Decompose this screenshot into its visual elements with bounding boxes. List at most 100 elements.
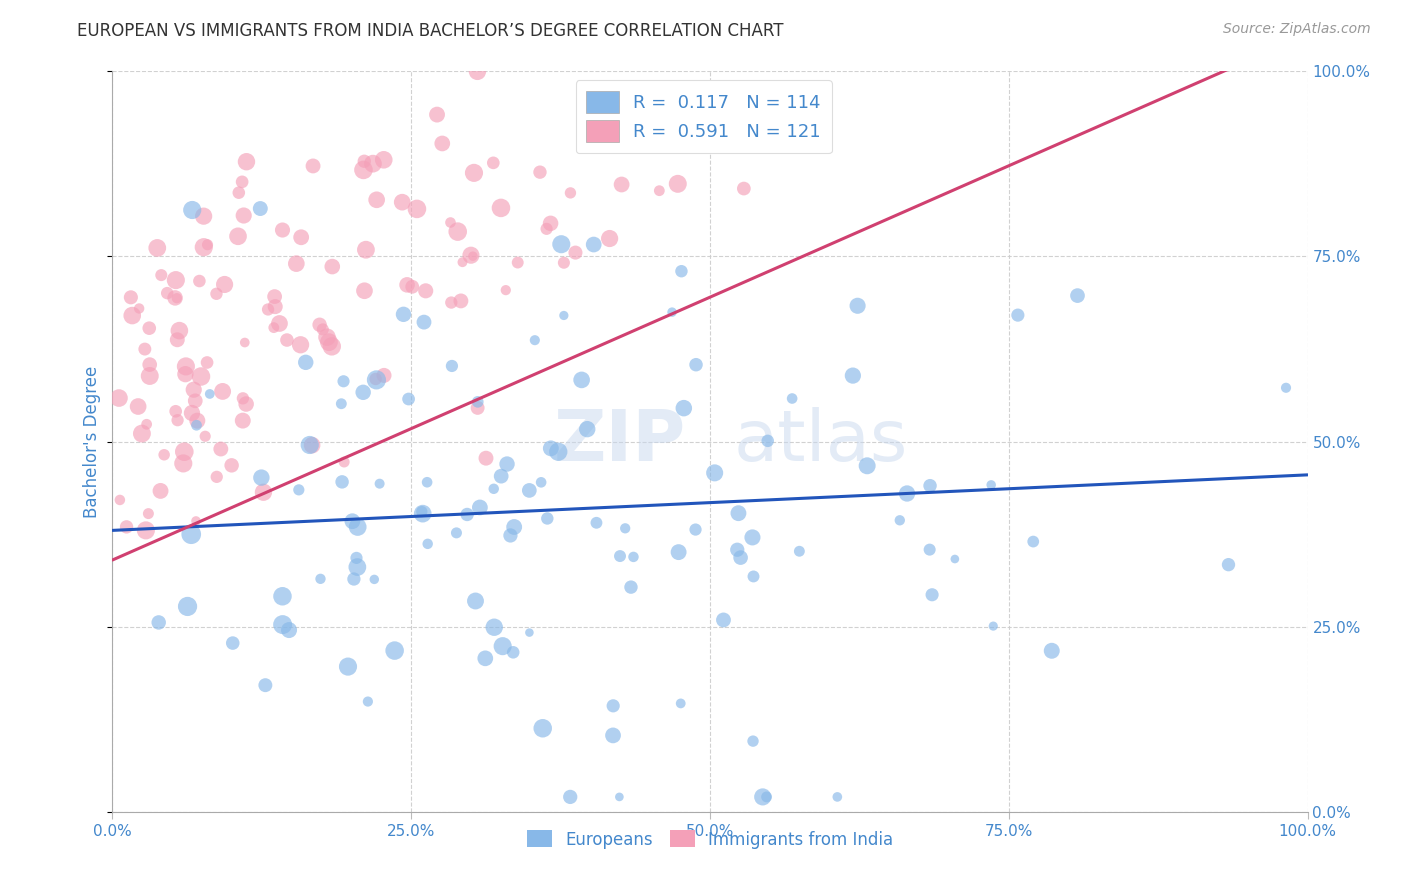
Point xyxy=(918,542,941,557)
Point xyxy=(529,165,551,179)
Point xyxy=(232,209,254,223)
Point xyxy=(352,385,374,400)
Point xyxy=(536,511,558,525)
Point xyxy=(416,537,439,551)
Point xyxy=(174,367,197,381)
Point xyxy=(183,383,205,397)
Point xyxy=(553,256,575,270)
Point xyxy=(146,241,169,255)
Point xyxy=(496,457,519,471)
Point xyxy=(332,374,354,388)
Point xyxy=(609,549,631,563)
Point xyxy=(413,315,436,329)
Point xyxy=(921,588,943,602)
Point xyxy=(301,438,323,452)
Point xyxy=(447,225,470,239)
Point xyxy=(426,107,449,121)
Point xyxy=(489,201,512,215)
Point xyxy=(115,520,138,534)
Point xyxy=(193,240,215,254)
Point xyxy=(576,422,599,436)
Point xyxy=(308,318,330,332)
Point xyxy=(135,524,157,538)
Point xyxy=(553,309,575,323)
Point xyxy=(856,458,879,473)
Point xyxy=(172,457,194,471)
Point xyxy=(560,789,582,804)
Point xyxy=(222,636,245,650)
Point xyxy=(540,216,562,230)
Point xyxy=(519,625,541,640)
Point xyxy=(231,175,253,189)
Point xyxy=(257,302,280,317)
Point xyxy=(166,291,188,305)
Point xyxy=(368,476,391,491)
Point xyxy=(288,483,311,497)
Point xyxy=(530,475,553,490)
Point xyxy=(264,300,287,314)
Point xyxy=(401,279,423,293)
Point xyxy=(148,615,170,630)
Point xyxy=(363,573,385,587)
Point xyxy=(450,293,472,308)
Point xyxy=(285,257,308,271)
Point xyxy=(169,324,191,338)
Point xyxy=(391,195,413,210)
Point xyxy=(153,448,176,462)
Point xyxy=(354,243,377,257)
Point xyxy=(333,455,356,469)
Point xyxy=(725,542,748,557)
Point xyxy=(276,333,298,347)
Point xyxy=(456,508,478,522)
Point xyxy=(235,397,257,411)
Point xyxy=(108,492,131,507)
Point xyxy=(205,286,228,301)
Point xyxy=(564,245,586,260)
Point xyxy=(661,305,683,319)
Point xyxy=(302,159,325,173)
Point xyxy=(540,442,562,456)
Point xyxy=(226,229,249,244)
Point xyxy=(221,458,243,473)
Point xyxy=(602,698,624,713)
Point xyxy=(550,237,572,252)
Point xyxy=(135,417,157,432)
Point xyxy=(254,678,277,692)
Point xyxy=(188,274,211,288)
Point xyxy=(309,572,332,586)
Point xyxy=(467,64,489,78)
Point xyxy=(165,291,187,305)
Point xyxy=(609,789,631,804)
Legend: Europeans, Immigrants from India: Europeans, Immigrants from India xyxy=(520,823,900,855)
Point xyxy=(138,358,160,372)
Point xyxy=(755,789,778,804)
Point xyxy=(582,237,605,252)
Point xyxy=(184,393,207,408)
Point xyxy=(342,514,364,528)
Point xyxy=(889,513,911,527)
Point xyxy=(1040,644,1063,658)
Point xyxy=(1275,381,1298,395)
Point xyxy=(416,475,439,490)
Point xyxy=(406,202,429,216)
Point xyxy=(1007,308,1029,322)
Point xyxy=(269,317,291,331)
Point xyxy=(666,177,689,191)
Point xyxy=(127,400,149,414)
Point xyxy=(263,289,285,303)
Point xyxy=(396,277,419,292)
Point xyxy=(353,154,375,169)
Point xyxy=(610,178,633,192)
Text: ZIP: ZIP xyxy=(554,407,686,476)
Point xyxy=(181,406,204,420)
Point xyxy=(173,444,195,458)
Point xyxy=(346,520,368,534)
Point xyxy=(980,478,1002,492)
Point xyxy=(353,162,375,177)
Point xyxy=(205,470,228,484)
Point xyxy=(460,248,482,262)
Point xyxy=(463,166,485,180)
Point xyxy=(464,594,486,608)
Point xyxy=(330,475,353,489)
Point xyxy=(384,643,406,657)
